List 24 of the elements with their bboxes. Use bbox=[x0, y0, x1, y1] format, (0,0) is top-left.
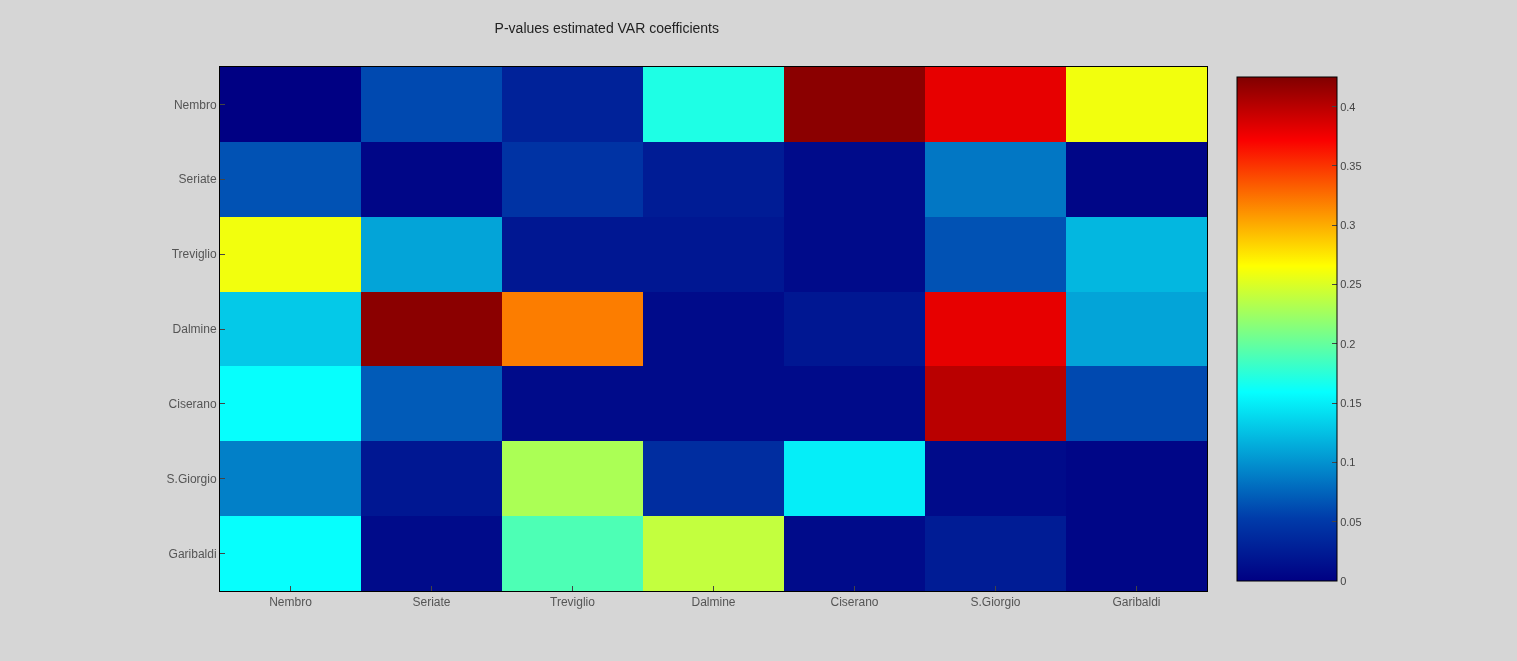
color-bar-label: 0.2 bbox=[1340, 337, 1356, 350]
color-bar-label: 0.35 bbox=[1340, 159, 1362, 172]
y-tick-label: Treviglio bbox=[171, 247, 217, 262]
color-bar-label: 0.4 bbox=[1340, 100, 1356, 113]
y-tick-label: Ciserano bbox=[168, 397, 217, 412]
y-tick-label: Garibaldi bbox=[168, 546, 217, 561]
x-tick-label: Garibaldi bbox=[1112, 595, 1161, 610]
x-tick-label: Dalmine bbox=[691, 595, 736, 610]
x-tick-label: S.Giorgio bbox=[970, 595, 1021, 610]
color-bar-label: 0 bbox=[1340, 574, 1347, 587]
chart-title: P-values estimated VAR coefficients bbox=[494, 19, 719, 36]
color-bar-label: 0.15 bbox=[1340, 396, 1362, 409]
x-tick-label: Treviglio bbox=[550, 595, 596, 610]
color-bar-label: 0.1 bbox=[1340, 456, 1356, 469]
color-bar-label: 0.25 bbox=[1340, 278, 1362, 291]
color-bar-label: 0.05 bbox=[1340, 515, 1362, 528]
y-tick-label: Nembro bbox=[173, 97, 217, 112]
color-bar-label: 0.3 bbox=[1340, 219, 1356, 232]
x-tick-label: Ciserano bbox=[830, 595, 879, 610]
y-tick-label: Seriate bbox=[178, 172, 217, 187]
x-tick-label: Seriate bbox=[412, 595, 451, 610]
y-tick-label: S.Giorgio bbox=[166, 471, 217, 486]
x-tick-label: Nembro bbox=[269, 595, 313, 610]
y-tick-label: Dalmine bbox=[172, 322, 217, 337]
